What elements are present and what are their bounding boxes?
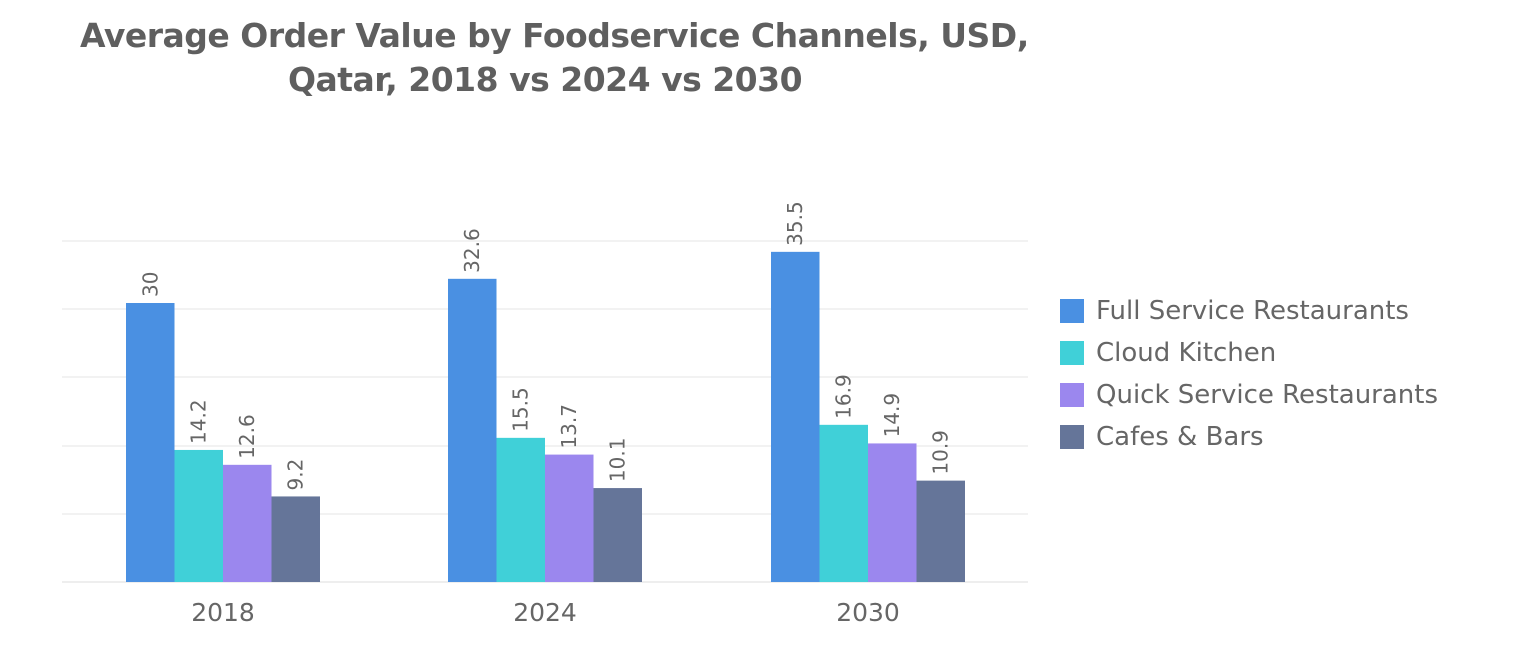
legend-label: Cloud Kitchen xyxy=(1096,338,1277,368)
legend-item-cloud-kitchen[interactable]: Cloud Kitchen xyxy=(1060,332,1438,374)
chart-title: Average Order Value by Foodservice Chann… xyxy=(80,14,1029,102)
bar-value-label: 10.9 xyxy=(929,430,953,475)
legend-swatch xyxy=(1060,341,1084,365)
bar-value-label: 14.9 xyxy=(880,393,904,438)
legend-swatch xyxy=(1060,425,1084,449)
bar-value-label: 32.6 xyxy=(460,228,484,273)
bar[interactable] xyxy=(771,251,820,582)
bar[interactable] xyxy=(593,488,643,582)
bar[interactable] xyxy=(271,496,321,582)
legend-label: Full Service Restaurants xyxy=(1096,296,1409,326)
bar-value-label: 12.6 xyxy=(235,414,259,459)
bar[interactable] xyxy=(448,278,497,582)
chart-title-line-1: Average Order Value by Foodservice Chann… xyxy=(80,16,1029,55)
bar-value-label: 35.5 xyxy=(783,201,807,246)
x-tick-label: 2024 xyxy=(513,598,577,627)
bar[interactable] xyxy=(126,303,175,582)
bar[interactable] xyxy=(916,480,966,582)
bar-value-label: 16.9 xyxy=(832,374,856,419)
chart-legend: Full Service Restaurants Cloud Kitchen Q… xyxy=(1060,290,1438,458)
bar[interactable] xyxy=(174,449,224,582)
chart-title-line-2: Qatar, 2018 vs 2024 vs 2030 xyxy=(287,60,803,99)
bar[interactable] xyxy=(545,454,594,582)
legend-label: Quick Service Restaurants xyxy=(1096,380,1439,410)
bar-chart: 30 14.2 12.6 9.2 2018 32.6 15.5 13.7 10.1 2024 35.… xyxy=(62,201,1028,627)
legend-item-quick-service[interactable]: Quick Service Restaurants xyxy=(1060,374,1438,416)
bar[interactable] xyxy=(496,437,546,582)
legend-swatch xyxy=(1060,383,1084,407)
bar-value-label: 13.7 xyxy=(557,404,581,449)
bar[interactable] xyxy=(223,464,272,582)
legend-item-full-service[interactable]: Full Service Restaurants xyxy=(1060,290,1438,332)
bar[interactable] xyxy=(868,443,917,582)
x-tick-label: 2018 xyxy=(191,598,255,627)
x-tick-label: 2030 xyxy=(836,598,900,627)
legend-label: Cafes & Bars xyxy=(1096,422,1264,452)
bar-value-label: 10.1 xyxy=(606,438,630,483)
bar-value-label: 9.2 xyxy=(284,459,308,491)
legend-item-cafes-bars[interactable]: Cafes & Bars xyxy=(1060,416,1438,458)
bar[interactable] xyxy=(819,424,869,582)
legend-swatch xyxy=(1060,299,1084,323)
bar-value-label: 15.5 xyxy=(509,387,533,432)
bar-value-label: 30 xyxy=(138,272,162,297)
bar-value-label: 14.2 xyxy=(187,399,211,444)
